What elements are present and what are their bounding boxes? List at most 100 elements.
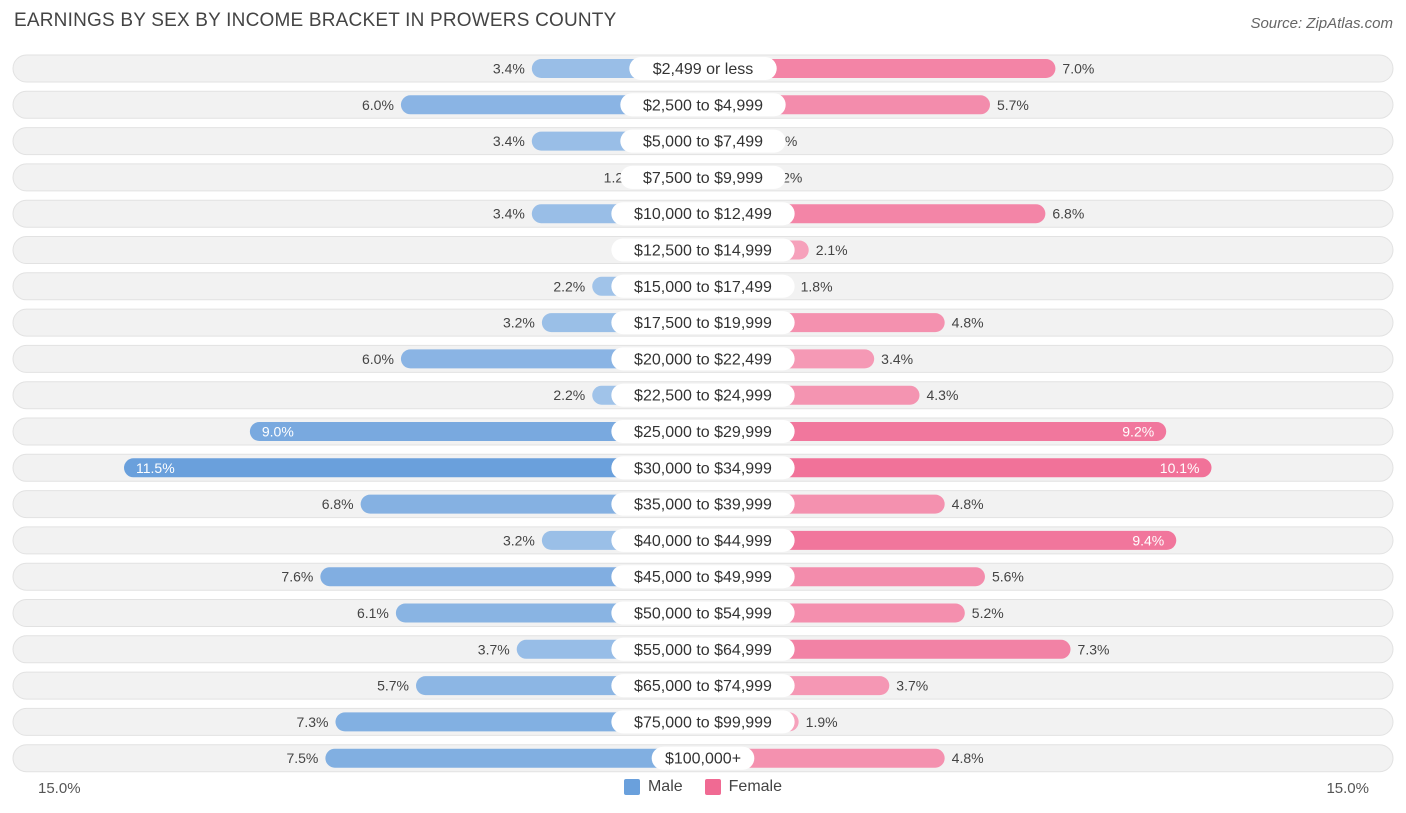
legend-item-male: Male (623, 778, 683, 796)
chart-row: 3.2% 4.8% $17,500 to $19,999 (12, 308, 1394, 337)
legend-swatch-male (623, 779, 640, 795)
male-bar (320, 567, 703, 587)
category-pill (611, 274, 795, 298)
category-pill (611, 311, 795, 335)
female-bar (703, 59, 1056, 78)
male-value-label: 3.4% (493, 61, 525, 77)
chart-row: 6.0% 5.7% $2,500 to $4,999 (12, 90, 1394, 119)
male-value-label: 6.8% (322, 496, 354, 512)
female-bar (703, 422, 1167, 441)
female-value-label: 3.4% (881, 351, 913, 367)
axis-max-label: 15.0% (1326, 780, 1369, 797)
axis-min-label: 15.0% (38, 780, 81, 797)
category-label: $45,000 to $49,999 (634, 569, 772, 586)
male-value-label: 2.2% (553, 278, 585, 294)
male-value-label: 6.1% (357, 605, 389, 621)
category-label: $65,000 to $74,999 (634, 678, 772, 695)
chart-row: 6.8% 4.8% $35,000 to $39,999 (12, 490, 1394, 519)
male-value-label: 7.5% (286, 750, 318, 766)
female-value-label: 1.8% (801, 278, 833, 294)
category-label: $75,000 to $99,999 (634, 714, 772, 731)
category-pill (611, 238, 795, 262)
female-value-label: 4.8% (952, 750, 984, 766)
chart-row: 6.1% 5.2% $50,000 to $54,999 (12, 599, 1394, 627)
source-credit: Source: ZipAtlas.com (1250, 15, 1393, 32)
female-value-label: 2.1% (816, 242, 848, 258)
female-value-label: 5.7% (997, 97, 1029, 113)
category-label: $20,000 to $22,499 (634, 351, 772, 368)
category-pill (611, 601, 795, 625)
category-pill (611, 347, 795, 371)
chart-row: 11.5% 10.1% $30,000 to $34,999 (12, 453, 1394, 482)
male-value-label: 7.3% (297, 714, 329, 730)
male-value-label: 2.2% (553, 387, 585, 403)
category-label: $22,500 to $24,999 (634, 388, 772, 405)
category-label: $7,500 to $9,999 (643, 170, 763, 187)
male-bar (124, 458, 703, 478)
category-label: $17,500 to $19,999 (634, 315, 772, 332)
category-pill (611, 202, 795, 226)
male-value-label: 6.0% (362, 351, 394, 367)
chart-row: 1.2% 1.2%$7,500 to $9,999 (12, 163, 1394, 192)
category-pill (620, 129, 786, 153)
category-pill (611, 420, 795, 443)
male-value-label: 3.7% (478, 641, 510, 657)
chart-row: 6.0% 3.4% $20,000 to $22,499 (12, 344, 1394, 373)
category-label: $2,499 or less (653, 61, 754, 78)
female-value-label: 3.7% (896, 678, 928, 694)
chart-row: 7.5% 4.8% $100,000+ (12, 744, 1394, 773)
category-label: $30,000 to $34,999 (634, 460, 772, 477)
male-value-label: 3.2% (503, 315, 535, 331)
male-value-label: 3.4% (493, 133, 525, 149)
category-label: $40,000 to $44,999 (634, 533, 772, 550)
female-value-label: 4.8% (952, 496, 984, 512)
male-value-label: 9.0% (262, 424, 294, 440)
female-value-label: 7.3% (1078, 641, 1110, 657)
category-label: $2,500 to $4,999 (643, 97, 763, 114)
category-label: $50,000 to $54,999 (634, 606, 772, 623)
category-pill (611, 674, 795, 698)
legend: Male Female (0, 778, 1406, 796)
female-value-label: 7.0% (1062, 61, 1094, 77)
category-label: $35,000 to $39,999 (634, 497, 772, 514)
category-pill (611, 637, 795, 661)
chart-row: 3.4%1.1%$5,000 to $7,499 (12, 127, 1394, 156)
category-pill (620, 165, 786, 189)
chart-row: 0.69%2.1%$12,500 to $14,999 (12, 236, 1394, 264)
female-value-label: 9.2% (1122, 424, 1154, 440)
female-bar (703, 458, 1212, 478)
male-bar (325, 748, 703, 768)
male-value-label: 11.5% (136, 460, 175, 476)
female-value-label: 1.9% (806, 714, 838, 730)
chart-title: EARNINGS BY SEX BY INCOME BRACKET IN PRO… (14, 10, 617, 31)
category-label: $5,000 to $7,499 (643, 134, 763, 151)
legend-label-female: Female (728, 778, 783, 795)
legend-label-male: Male (647, 778, 683, 795)
male-bar (249, 422, 703, 441)
category-pill (620, 93, 786, 117)
female-value-label: 6.8% (1052, 206, 1084, 222)
category-label: $15,000 to $17,499 (634, 279, 772, 296)
legend-item-female: Female (704, 778, 783, 796)
category-pill (611, 492, 795, 516)
category-pill (611, 383, 795, 407)
male-value-label: 6.0% (362, 97, 394, 113)
female-value-label: 5.2% (972, 605, 1004, 621)
female-bar (703, 748, 945, 768)
category-label: $10,000 to $12,499 (634, 206, 772, 223)
chart-row: 3.4% 6.8% $10,000 to $12,499 (12, 199, 1394, 228)
female-value-label: 5.6% (992, 569, 1024, 585)
female-value-label: 10.1% (1160, 460, 1200, 476)
chart-row: 3.2% 9.4% $40,000 to $44,999 (12, 526, 1394, 555)
category-pill (611, 456, 795, 480)
category-pill (611, 565, 795, 589)
female-bar (703, 639, 1071, 659)
category-pill (611, 710, 795, 734)
category-pill (651, 746, 755, 770)
chart-row: 2.2% 1.8% $15,000 to $17,499 (12, 272, 1394, 301)
female-bar (703, 530, 1177, 550)
legend-swatch-female (704, 779, 721, 795)
male-value-label: 5.7% (377, 678, 409, 694)
category-pill (611, 528, 795, 552)
